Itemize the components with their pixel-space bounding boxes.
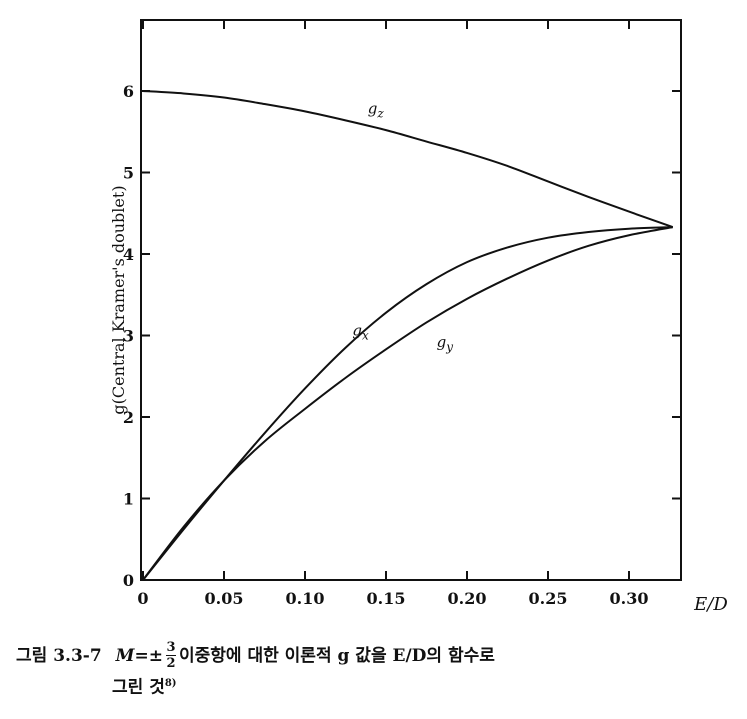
series-labels: gz gx gy	[352, 100, 453, 354]
plot-frame	[140, 19, 682, 581]
x-tick-label: 0.25	[529, 589, 568, 608]
series-line-gz	[142, 90, 674, 229]
axis-ticks	[141, 20, 681, 581]
y-tick-label: 2	[123, 408, 134, 427]
x-tick-label: 0.05	[205, 589, 244, 608]
x-tick-label: 0.10	[286, 589, 325, 608]
x-tick-label: 0	[137, 589, 148, 608]
y-tick-label: 6	[123, 82, 134, 101]
y-axis-label: g(Central Kramer's doublet)	[109, 185, 128, 414]
caption-line-2: 그린 것8)	[16, 670, 741, 702]
caption-fraction: 3 2	[165, 640, 176, 671]
fraction-denominator: 2	[166, 656, 176, 671]
caption-reference: 8)	[164, 678, 177, 689]
series-lines	[142, 90, 674, 581]
caption-line-1: 그림 3.3-7 M=± 3 2 이중항에 대한 이론적 g 값을 E/D의 함…	[16, 641, 741, 670]
series-label-gx: gx	[352, 322, 369, 343]
series-label-subscript: y	[445, 340, 453, 354]
series-line-gy	[142, 226, 673, 581]
series-label-subscript: x	[362, 329, 369, 343]
y-tick-label: 5	[123, 164, 134, 183]
caption-text-2: 그린 것	[112, 677, 165, 698]
x-tick-label: 0.30	[610, 589, 649, 608]
fraction-bar	[165, 655, 176, 656]
series-line-gx	[142, 226, 673, 581]
y-tick-label: 1	[123, 490, 134, 509]
x-axis-label: E/D	[693, 594, 728, 615]
x-tick-label: 0.20	[448, 589, 487, 608]
figure-caption: 그림 3.3-7 M=± 3 2 이중항에 대한 이론적 g 값을 E/D의 함…	[16, 641, 741, 702]
fraction-numerator: 3	[166, 640, 176, 655]
x-tick-label: 0.15	[367, 589, 406, 608]
y-tick-label: 0	[123, 571, 134, 590]
series-label-subscript: z	[376, 107, 384, 121]
figure-number: 그림 3.3-7	[16, 645, 102, 666]
caption-prefix: M=±	[115, 645, 163, 666]
y-tick-label: 3	[123, 327, 134, 346]
series-label-gy: gy	[437, 333, 454, 354]
tick-labels: 0 0.05 0.10 0.15 0.20 0.25 0.30 0 1 2 3 4 5 6	[123, 82, 649, 608]
caption-text: 이중항에 대한 이론적 g 값을 E/D의 함수로	[178, 645, 495, 666]
series-label-gz: gz	[368, 100, 385, 121]
y-tick-label: 4	[123, 245, 134, 264]
